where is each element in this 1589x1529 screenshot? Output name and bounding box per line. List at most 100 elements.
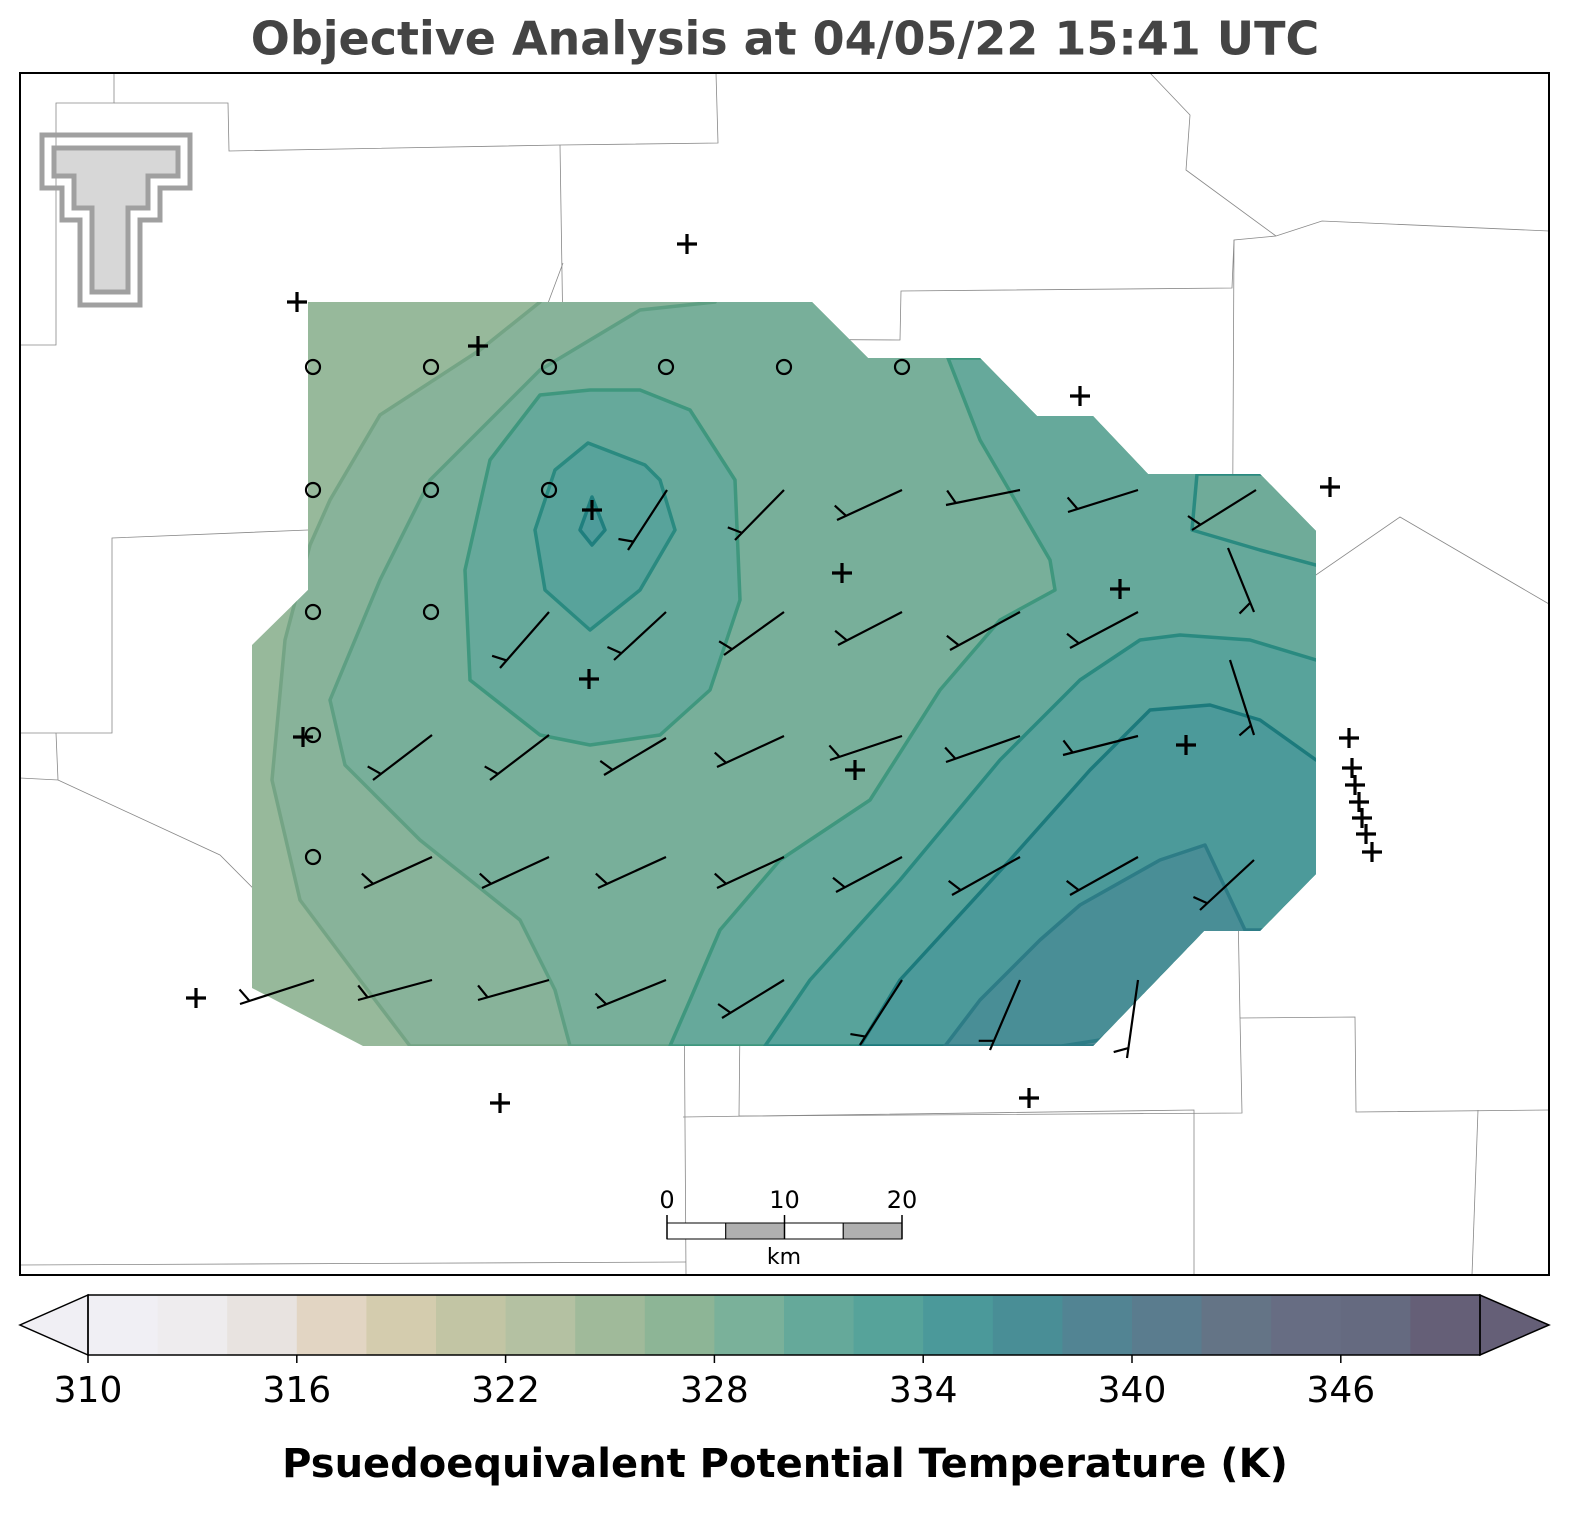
missing-station	[832, 563, 852, 583]
colorbar-bin	[436, 1295, 507, 1355]
wind-barb	[1062, 734, 1139, 757]
scale-segment	[725, 1222, 785, 1240]
scale-tick-label: 0	[659, 1186, 674, 1214]
contour-fill	[252, 302, 1316, 1046]
colorbar-bin	[157, 1295, 228, 1355]
map-frame	[19, 72, 1550, 1276]
missing-station	[1345, 775, 1365, 795]
wind-barb	[1228, 659, 1256, 737]
scale-tick-label: 10	[769, 1186, 800, 1214]
colorbar-tick-label: 340	[1098, 1370, 1167, 1411]
wind-barb	[945, 488, 1021, 507]
missing-station	[287, 292, 307, 312]
colorbar-tick-label: 310	[54, 1370, 123, 1411]
wind-barb	[832, 856, 903, 893]
wind-barb	[606, 611, 667, 661]
missing-station	[582, 500, 602, 520]
wind-barb	[618, 489, 668, 551]
colorbar-bin	[1271, 1295, 1342, 1355]
colorbar-bin	[505, 1295, 576, 1355]
colorbar-bin	[296, 1295, 367, 1355]
colorbar-label: Psuedoequivalent Potential Temperature (…	[282, 1441, 1288, 1487]
wind-barb	[238, 978, 315, 1006]
missing-station	[1349, 792, 1369, 812]
colorbar-bin	[1340, 1295, 1411, 1355]
wind-barb	[367, 734, 433, 781]
wind-barb	[1066, 611, 1139, 649]
wind-barb	[714, 856, 785, 889]
calm-station	[304, 726, 322, 744]
missing-station	[579, 669, 599, 689]
colorbar-bin	[923, 1295, 994, 1355]
wind-barb	[1187, 489, 1257, 531]
colorbar: Psuedoequivalent Potential Temperature (…	[18, 1293, 1551, 1487]
colorbar-frame	[87, 1294, 1481, 1356]
wind-barb	[714, 735, 785, 768]
wind-barb	[594, 978, 667, 1010]
colorbar-extend-high	[1479, 1293, 1551, 1357]
missing-station	[1339, 728, 1359, 748]
missing-station	[186, 988, 206, 1008]
calm-station	[304, 848, 322, 866]
colorbar-bin	[1201, 1295, 1272, 1355]
missing-station	[845, 760, 865, 780]
wind-barbs	[238, 488, 1257, 1059]
wind-barb	[491, 611, 550, 669]
wind-barb	[1192, 859, 1255, 911]
colorbar-bin	[366, 1295, 437, 1355]
missing-station	[1019, 1088, 1039, 1108]
wind-barb	[946, 611, 1021, 651]
wind-barb	[1113, 979, 1140, 1059]
wind-barb	[484, 734, 550, 781]
colorbar-bin	[992, 1295, 1063, 1355]
missing-station	[1342, 758, 1362, 778]
missing-station	[1356, 824, 1376, 844]
scale-bar: km 0 10 20	[659, 1186, 917, 1270]
colorbar-bin	[784, 1295, 855, 1355]
wind-barb	[834, 489, 903, 521]
calm-station	[540, 481, 558, 499]
scale-segment	[784, 1222, 844, 1240]
colorbar-bin	[714, 1295, 785, 1355]
missing-station	[468, 336, 488, 356]
colorbar-bin	[853, 1295, 924, 1355]
wind-barb	[1065, 856, 1139, 896]
wind-barb	[357, 978, 433, 1002]
colorbar-tick-label: 316	[262, 1370, 331, 1411]
calm-station	[540, 358, 558, 376]
wind-barb	[978, 979, 1022, 1051]
colorbar-tick-label: 322	[471, 1370, 540, 1411]
calm-station	[775, 358, 793, 376]
wind-barb	[361, 855, 433, 890]
calm-station	[304, 358, 322, 376]
wind-barb	[1226, 547, 1256, 615]
calm-station	[893, 358, 911, 376]
university-logo	[39, 132, 193, 308]
colorbar-bin	[1410, 1295, 1481, 1355]
wind-barb	[718, 611, 785, 656]
missing-station	[1352, 808, 1372, 828]
wind-barb	[599, 737, 667, 776]
colorbar-bin	[88, 1295, 159, 1355]
colorbar-extend-low	[18, 1293, 89, 1357]
calm-station	[422, 481, 440, 499]
title: Objective Analysis at 04/05/22 15:41 UTC	[251, 12, 1320, 66]
wind-barb	[1066, 488, 1139, 514]
colorbar-tick-label: 328	[680, 1370, 749, 1411]
missing-station	[1320, 477, 1340, 497]
calm-station	[304, 603, 322, 621]
scale-unit: km	[767, 1245, 801, 1270]
calm-station	[422, 358, 440, 376]
scale-tick-label: 20	[887, 1186, 918, 1214]
station-markers	[186, 234, 1382, 1113]
colorbar-bin	[644, 1295, 715, 1355]
wind-barb	[828, 734, 903, 762]
wind-barb	[717, 979, 785, 1019]
wind-barb	[477, 978, 550, 1002]
wind-barb	[479, 856, 550, 889]
wind-barb	[944, 734, 1021, 764]
colorbar-tick-label: 334	[889, 1370, 958, 1411]
scale-segment	[842, 1222, 903, 1240]
missing-station	[1362, 842, 1382, 862]
